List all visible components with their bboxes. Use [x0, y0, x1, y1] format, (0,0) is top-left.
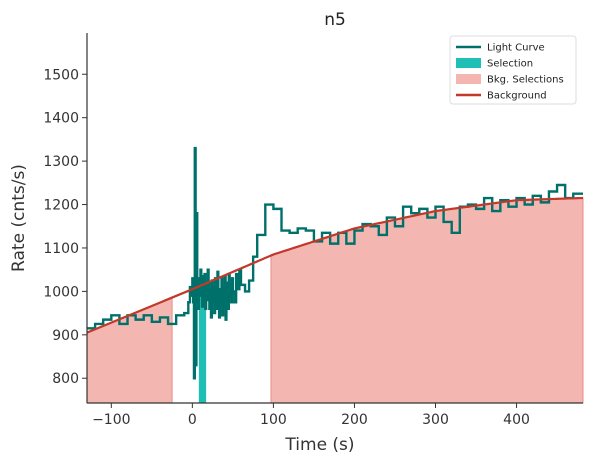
x-tick-label: 200 [341, 412, 368, 428]
y-ticks: 800 900 1000 1100 1200 1300 1400 1500 [43, 67, 87, 387]
legend-box [449, 35, 577, 105]
y-tick-label: 1200 [43, 198, 79, 214]
chart-title: n5 [324, 10, 346, 30]
legend-items: Light Curve Selection Bkg. Selections Backg… [456, 43, 564, 102]
x-tick-label: 100 [260, 412, 287, 428]
legend-label: Light Curve [487, 43, 545, 54]
y-tick-label: 1100 [43, 241, 79, 257]
x-axis-label: Time (s) [284, 435, 354, 455]
y-tick-label: 1000 [43, 284, 79, 300]
plot-area [86, 146, 584, 404]
y-tick-label: 900 [52, 328, 79, 344]
x-tick-label: 0 [188, 412, 197, 428]
y-tick-label: 1300 [43, 154, 79, 170]
legend-label: Selection [487, 59, 533, 70]
x-tick-label: 300 [422, 412, 449, 428]
x-ticks: −100 0 100 200 300 400 [92, 403, 530, 428]
x-tick-label: −100 [92, 412, 130, 428]
legend-label: Bkg. Selections [487, 75, 564, 86]
legend: Light Curve Selection Bkg. Selections Backg… [449, 35, 577, 105]
legend-label: Background [487, 91, 547, 102]
y-tick-label: 800 [52, 371, 79, 387]
legend-patch-swatch [456, 74, 481, 84]
light-curve-line [87, 146, 583, 380]
bkg-selection-2 [270, 197, 584, 404]
legend-patch-swatch [456, 58, 481, 68]
x-tick-label: 400 [503, 412, 530, 428]
y-tick-label: 1400 [43, 111, 79, 127]
background-fit-line [86, 196, 584, 334]
bkg-selection-1 [86, 296, 173, 404]
y-axis-label: Rate (cnts/s) [9, 164, 29, 272]
y-tick-label: 1500 [43, 67, 79, 83]
